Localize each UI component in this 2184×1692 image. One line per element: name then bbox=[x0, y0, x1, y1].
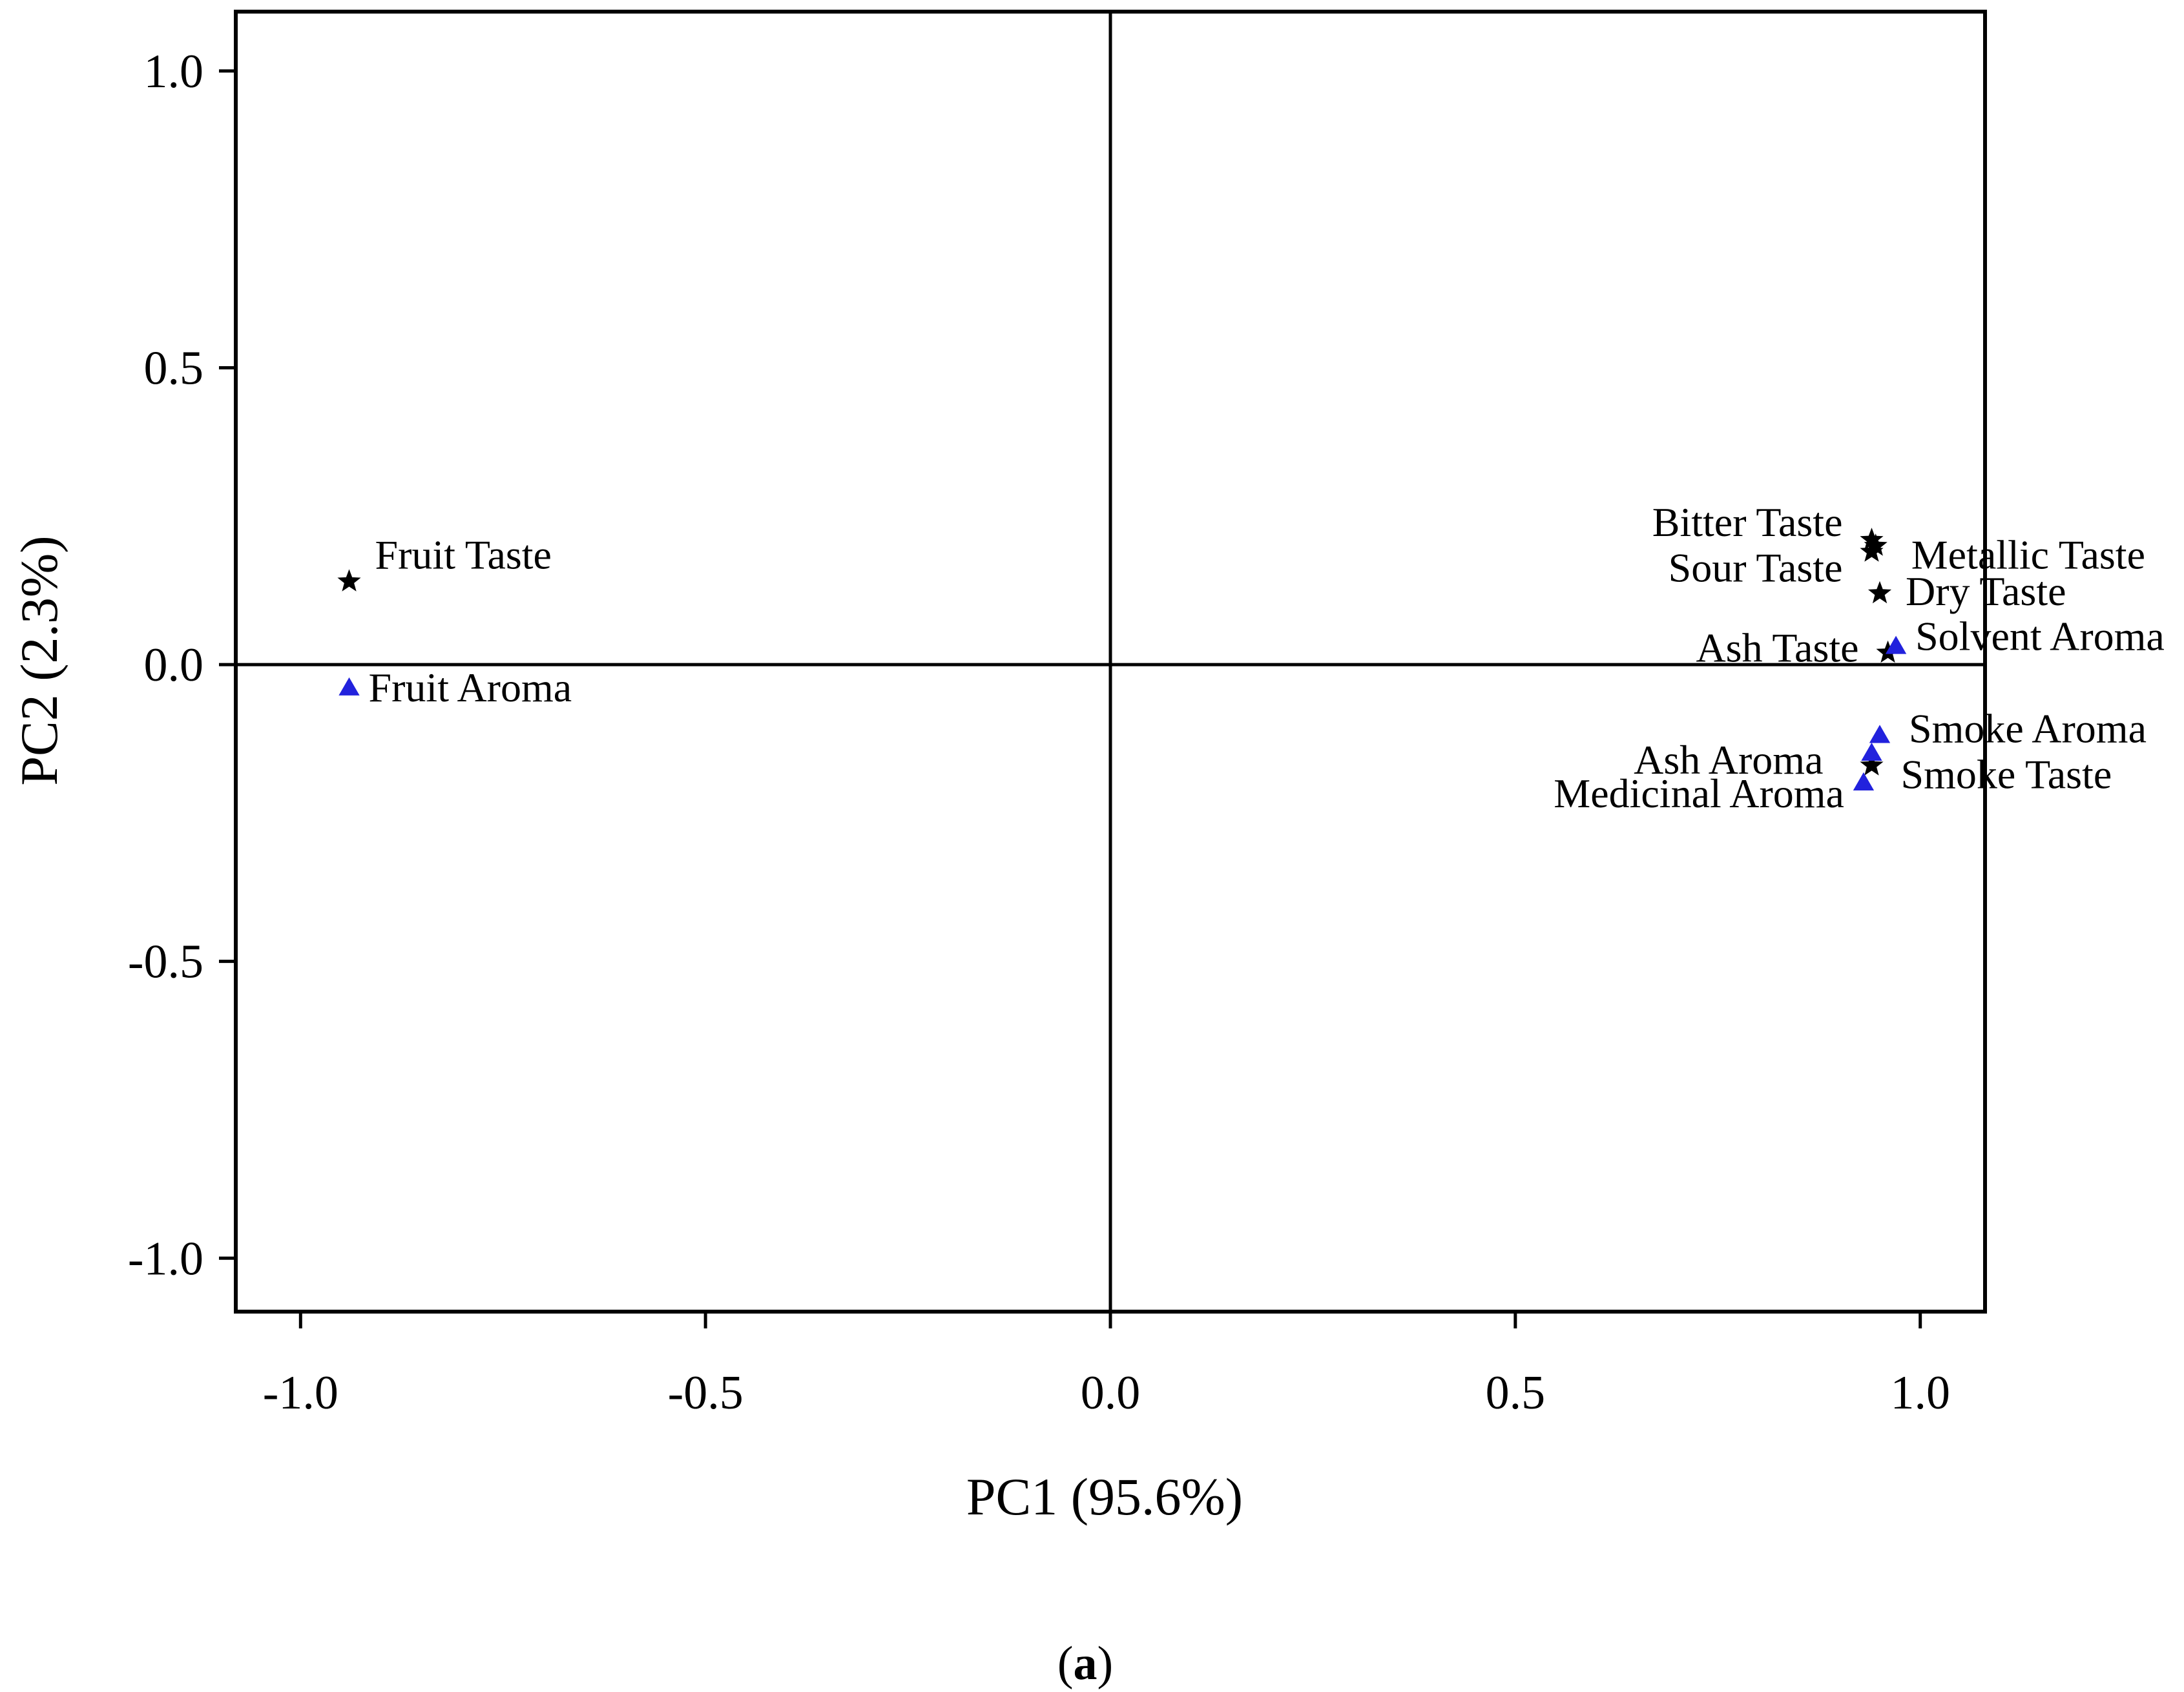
triangle-marker bbox=[338, 677, 360, 696]
panel-label: (a) bbox=[1057, 1637, 1113, 1690]
triangle-marker bbox=[1869, 725, 1891, 743]
panel-label-letter: a bbox=[1074, 1637, 1097, 1690]
star-marker bbox=[1867, 581, 1892, 604]
triangle-marker bbox=[1885, 635, 1907, 654]
x-tick-label: 1.0 bbox=[1890, 1367, 1950, 1419]
panel-label-open: ( bbox=[1057, 1637, 1074, 1690]
point-label: Dry Taste bbox=[1906, 568, 2066, 614]
triangle-marker bbox=[1861, 742, 1882, 761]
star-marker bbox=[337, 569, 361, 592]
data-points bbox=[337, 528, 1907, 790]
star-marker bbox=[1864, 533, 1888, 556]
point-label: Sour Taste bbox=[1669, 544, 1843, 590]
star-marker bbox=[1860, 753, 1884, 776]
y-tick-label: -0.5 bbox=[128, 936, 203, 989]
panel-label-close: ) bbox=[1097, 1637, 1114, 1690]
point-label: Bitter Taste bbox=[1652, 499, 1843, 545]
point-label: Fruit Aroma bbox=[369, 665, 572, 710]
x-tick-label: -0.5 bbox=[668, 1367, 744, 1419]
point-label: Smoke Taste bbox=[1900, 751, 2112, 797]
point-label: Ash Aroma bbox=[1634, 737, 1823, 783]
point-label: Solvent Aroma bbox=[1915, 614, 2165, 659]
x-tick-label: 0.0 bbox=[1081, 1367, 1141, 1419]
star-marker bbox=[1860, 539, 1884, 562]
point-label: Smoke Aroma bbox=[1909, 705, 2147, 751]
y-tick-label: 0.5 bbox=[144, 342, 204, 395]
point-labels: Fruit Taste Bitter Taste Metallic Taste Sou… bbox=[369, 499, 2165, 816]
y-tick-label: 1.0 bbox=[144, 45, 204, 98]
y-tick-label: -1.0 bbox=[128, 1232, 203, 1285]
x-tick-label: 0.5 bbox=[1486, 1367, 1546, 1419]
y-tick-label: 0.0 bbox=[144, 639, 204, 692]
point-label: Medicinal Aroma bbox=[1554, 770, 1844, 816]
star-marker bbox=[1860, 528, 1884, 550]
x-tick-label: -1.0 bbox=[263, 1367, 338, 1419]
point-label: Fruit Taste bbox=[375, 531, 552, 577]
point-label: Metallic Taste bbox=[1911, 531, 2145, 577]
x-axis-title: PC1 (95.6%) bbox=[966, 1467, 1243, 1526]
plot-area: -1.0 -0.5 0.0 0.5 1.0 -1.0 -0.5 0.0 0.5 1.0 bbox=[128, 10, 1987, 1419]
point-label: Ash Taste bbox=[1696, 625, 1858, 671]
y-axis-title: PC2 (2.3%) bbox=[10, 535, 68, 785]
triangle-marker bbox=[1853, 772, 1875, 790]
